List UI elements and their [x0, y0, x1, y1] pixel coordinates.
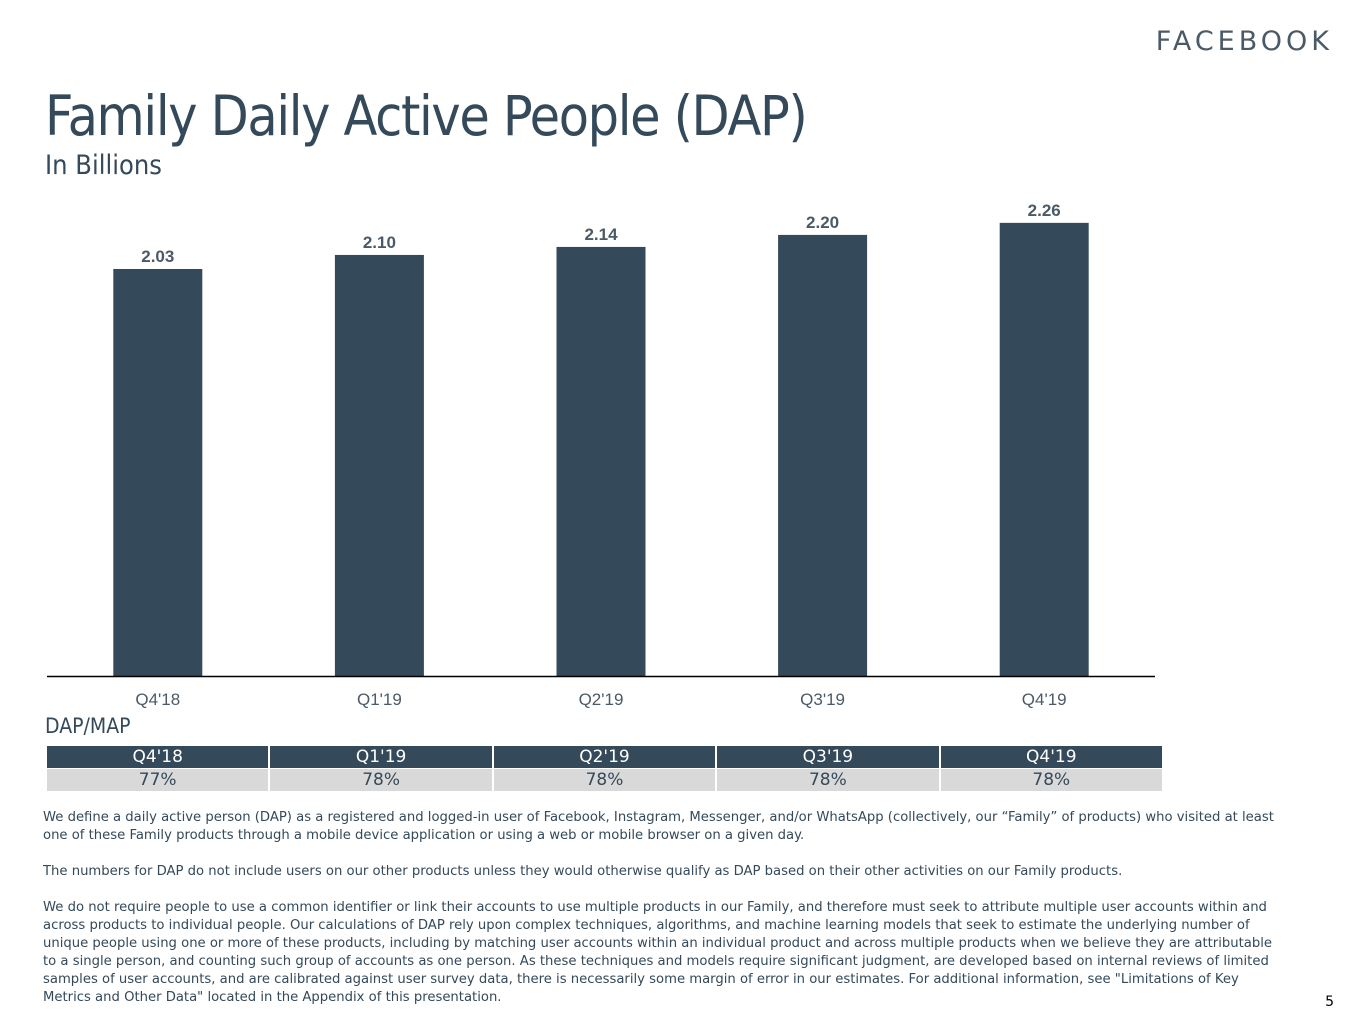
dap-bar-chart: 2.03 Q4'18 2.10 Q1'19 2.14 Q2'19 2.20 Q3'19 2.26… [47, 201, 1155, 709]
dap-map-value-cell: 77% [47, 769, 269, 791]
page-title: Family Daily Active People (DAP) [45, 84, 808, 148]
x-tick-label: Q4'19 [1022, 690, 1067, 709]
dap-map-value-cell: 78% [493, 769, 716, 791]
dap-map-value-cell: 78% [270, 769, 492, 791]
dap-map-header-cell: Q4'18 [47, 746, 269, 768]
bar-Q4'18 [113, 268, 203, 676]
dap-map-header-cell: Q1'19 [270, 746, 492, 768]
data-label: 2.20 [806, 213, 839, 232]
x-tick-label: Q1'19 [357, 690, 402, 709]
dap-map-value-cell: 78% [940, 769, 1162, 791]
bar-Q3'19 [778, 234, 868, 676]
dap-map-header-cell: Q4'19 [940, 746, 1162, 768]
data-label: 2.03 [141, 247, 174, 266]
dap-map-header-cell: Q3'19 [717, 746, 939, 768]
data-label: 2.26 [1028, 201, 1061, 220]
bar-Q2'19 [556, 246, 646, 676]
data-label: 2.10 [363, 233, 396, 252]
x-tick-label: Q2'19 [579, 690, 624, 709]
dap-map-value-cell: 78% [717, 769, 939, 791]
footnote-methodology: We do not require people to use a common… [43, 900, 1272, 1005]
dap-map-label: DAP/MAP [45, 714, 131, 738]
data-label: 2.14 [584, 225, 618, 244]
x-tick-label: Q3'19 [800, 690, 845, 709]
page-number: 5 [1325, 994, 1334, 1010]
dap-map-header-cell: Q2'19 [493, 746, 716, 768]
bar-Q1'19 [334, 254, 424, 676]
dap-map-table: Q4'18 Q1'19 Q2'19 Q3'19 Q4'19 77% 78% 78… [47, 746, 1162, 791]
footnotes: We define a daily active person (DAP) as… [43, 809, 1283, 1025]
footnote-other-products: The numbers for DAP do not include users… [43, 864, 1123, 879]
footnote-dap-definition: We define a daily active person (DAP) as… [43, 810, 1274, 843]
bar-Q4'19 [999, 222, 1089, 676]
facebook-logo: FACEBOOK [1155, 26, 1333, 57]
page-subtitle: In Billions [45, 150, 162, 181]
x-tick-label: Q4'18 [135, 690, 180, 709]
